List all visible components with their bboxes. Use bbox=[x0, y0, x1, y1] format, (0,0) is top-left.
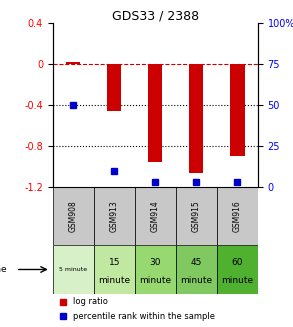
Text: log ratio: log ratio bbox=[73, 297, 108, 306]
Title: GDS33 / 2388: GDS33 / 2388 bbox=[112, 10, 199, 23]
Bar bbox=[189, 64, 204, 173]
Bar bbox=[107, 64, 121, 111]
Text: GSM908: GSM908 bbox=[69, 200, 78, 232]
Text: minute: minute bbox=[98, 276, 130, 285]
Bar bbox=[66, 62, 80, 64]
Bar bbox=[135, 187, 176, 245]
Text: 45: 45 bbox=[191, 258, 202, 267]
Bar bbox=[53, 187, 94, 245]
Bar bbox=[176, 187, 217, 245]
Text: GSM916: GSM916 bbox=[233, 200, 242, 232]
Text: 60: 60 bbox=[231, 258, 243, 267]
Text: minute: minute bbox=[180, 276, 212, 285]
Text: 15: 15 bbox=[108, 258, 120, 267]
Bar bbox=[230, 64, 244, 156]
Text: percentile rank within the sample: percentile rank within the sample bbox=[73, 312, 215, 321]
Bar bbox=[94, 245, 135, 294]
Bar bbox=[148, 64, 162, 162]
Bar bbox=[135, 245, 176, 294]
Bar bbox=[176, 245, 217, 294]
Text: minute: minute bbox=[221, 276, 253, 285]
Text: minute: minute bbox=[139, 276, 171, 285]
Bar bbox=[53, 245, 94, 294]
Bar bbox=[94, 187, 135, 245]
Text: GSM913: GSM913 bbox=[110, 200, 119, 232]
Text: 5 minute: 5 minute bbox=[59, 267, 87, 272]
Text: 30: 30 bbox=[149, 258, 161, 267]
Text: time: time bbox=[0, 265, 8, 274]
Bar bbox=[217, 245, 258, 294]
Text: GSM914: GSM914 bbox=[151, 200, 160, 232]
Bar bbox=[217, 187, 258, 245]
Text: GSM915: GSM915 bbox=[192, 200, 201, 232]
